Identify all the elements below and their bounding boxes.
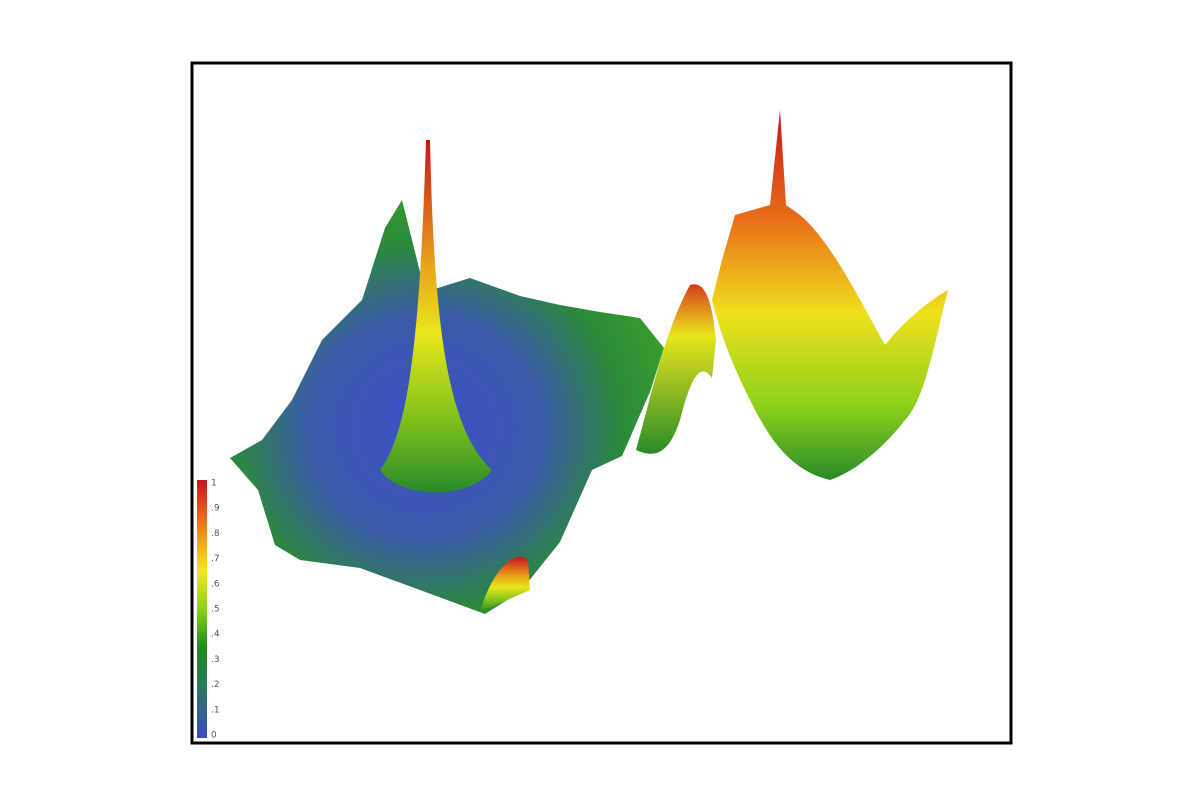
colorbar-label: .4 <box>211 630 220 640</box>
colorbar-labels: 1 .9 .8 .7 .6 .5 .4 .3 .2 .1 0 <box>211 479 220 741</box>
colorbar-label: .1 <box>211 705 220 715</box>
surface-ridge <box>636 284 716 454</box>
colorbar-label: .7 <box>211 554 220 564</box>
colorbar-label: .8 <box>211 529 220 539</box>
colorbar-label: .2 <box>211 680 220 690</box>
surface-spike <box>380 140 492 493</box>
surface-bump <box>480 556 530 612</box>
colorbar-label: .9 <box>211 504 220 514</box>
colorbar-label: .6 <box>211 579 220 589</box>
colorbar-label: .5 <box>211 605 220 615</box>
surface-peaks <box>712 110 948 480</box>
colorbar-label: 1 <box>211 479 217 489</box>
colorbar-label: 0 <box>211 731 217 741</box>
colorbar <box>197 480 207 738</box>
colorbar-label: .3 <box>211 655 220 665</box>
